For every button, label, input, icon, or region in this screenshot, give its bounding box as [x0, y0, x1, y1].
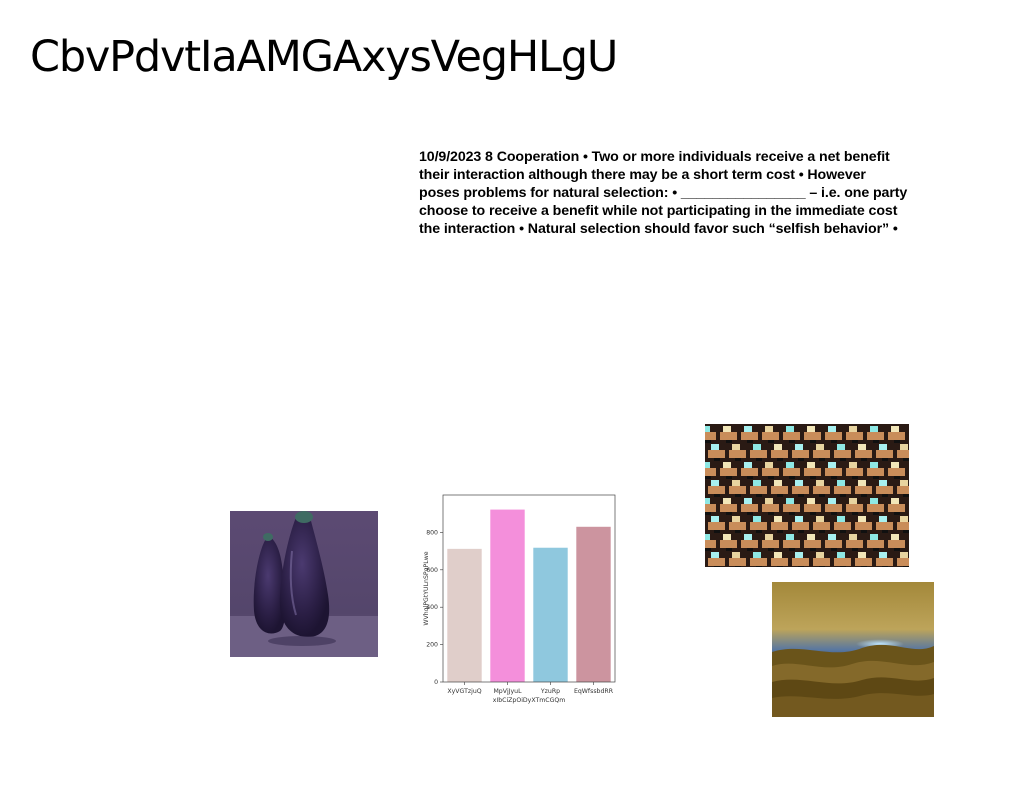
x-axis-label: xIbCiZpOiDyXTmCGQm	[493, 697, 566, 704]
x-tick-label: MpVjJyuL	[493, 688, 522, 695]
body-line: the interaction • Natural selection shou…	[419, 221, 898, 237]
bar-chart: XyVGTzjuQ MpVjJyuL YzuRp EqWfssbdRR 0 200 400 6…	[417, 490, 622, 705]
seascape-image	[772, 582, 934, 717]
body-line: poses problems for natural selection: • …	[419, 185, 908, 201]
y-tick-label: 400	[426, 604, 438, 611]
chart-bar	[490, 509, 525, 682]
body-line: choose to receive a benefit while not pa…	[419, 203, 898, 219]
x-tick-label: EqWfssbdRR	[574, 688, 614, 695]
x-tick-label: YzuRp	[540, 688, 560, 695]
y-tick-label: 200	[426, 642, 438, 649]
slide-body-text: 10/9/2023 8 Cooperation • Two or more in…	[419, 148, 1019, 238]
y-axis-label: WVhqlPGtYULnSPqPLwe	[423, 551, 430, 625]
plot-frame	[442, 494, 616, 683]
slide-title: CbvPdvtIaAMGAxysVegHLgU	[30, 32, 618, 82]
chart-bar	[447, 548, 482, 682]
eggplant-image	[230, 511, 378, 657]
x-tick-label: XyVGTzjuQ	[447, 688, 481, 695]
computer-desks-image	[705, 424, 909, 567]
chart-bar	[533, 547, 568, 682]
chart-bar	[576, 526, 611, 682]
body-line: 10/9/2023 8 Cooperation • Two or more in…	[419, 149, 890, 165]
y-tick-label: 600	[426, 567, 438, 574]
body-line: their interaction although there may be …	[419, 167, 866, 183]
y-tick-label: 0	[434, 679, 438, 686]
y-tick-label: 800	[426, 529, 438, 536]
bar-chart-svg: XyVGTzjuQ MpVjJyuL YzuRp EqWfssbdRR 0 200 400 6…	[423, 494, 616, 704]
